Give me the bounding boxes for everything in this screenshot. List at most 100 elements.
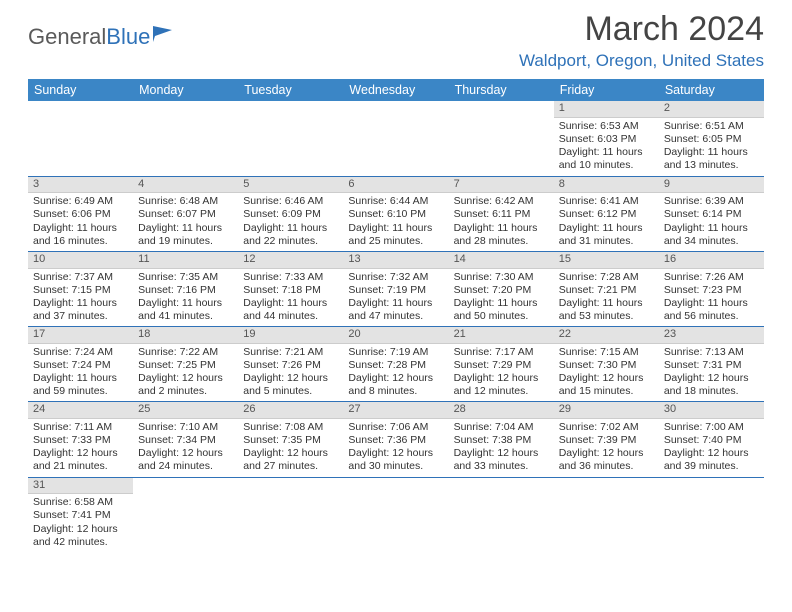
day-content: Sunrise: 6:42 AMSunset: 6:11 PMDaylight:… <box>449 193 554 251</box>
calendar-day-cell: 9Sunrise: 6:39 AMSunset: 6:14 PMDaylight… <box>659 176 764 251</box>
weekday-header: Thursday <box>449 79 554 101</box>
sunrise-line: Sunrise: 6:41 AM <box>559 195 654 208</box>
sunrise-line: Sunrise: 7:10 AM <box>138 421 233 434</box>
daylight-line: Daylight: 11 hours and 22 minutes. <box>243 222 338 248</box>
calendar-day-cell: 25Sunrise: 7:10 AMSunset: 7:34 PMDayligh… <box>133 402 238 477</box>
sunset-line: Sunset: 7:38 PM <box>454 434 549 447</box>
sunrise-line: Sunrise: 7:28 AM <box>559 271 654 284</box>
calendar-day-cell <box>343 101 448 176</box>
sunrise-line: Sunrise: 6:42 AM <box>454 195 549 208</box>
calendar-day-cell: 27Sunrise: 7:06 AMSunset: 7:36 PMDayligh… <box>343 402 448 477</box>
daylight-line: Daylight: 11 hours and 19 minutes. <box>138 222 233 248</box>
sunset-line: Sunset: 7:15 PM <box>33 284 128 297</box>
day-content: Sunrise: 7:06 AMSunset: 7:36 PMDaylight:… <box>343 419 448 477</box>
day-content: Sunrise: 7:17 AMSunset: 7:29 PMDaylight:… <box>449 344 554 402</box>
sunrise-line: Sunrise: 7:32 AM <box>348 271 443 284</box>
logo-text-general: General <box>28 24 106 50</box>
day-content: Sunrise: 7:35 AMSunset: 7:16 PMDaylight:… <box>133 269 238 327</box>
daylight-line: Daylight: 11 hours and 28 minutes. <box>454 222 549 248</box>
calendar-day-cell: 5Sunrise: 6:46 AMSunset: 6:09 PMDaylight… <box>238 176 343 251</box>
day-content: Sunrise: 6:53 AMSunset: 6:03 PMDaylight:… <box>554 118 659 176</box>
daylight-line: Daylight: 12 hours and 24 minutes. <box>138 447 233 473</box>
daylight-line: Daylight: 11 hours and 10 minutes. <box>559 146 654 172</box>
calendar-day-cell: 19Sunrise: 7:21 AMSunset: 7:26 PMDayligh… <box>238 327 343 402</box>
day-content: Sunrise: 6:39 AMSunset: 6:14 PMDaylight:… <box>659 193 764 251</box>
sunrise-line: Sunrise: 7:00 AM <box>664 421 759 434</box>
sunset-line: Sunset: 7:40 PM <box>664 434 759 447</box>
day-number: 15 <box>554 252 659 269</box>
daylight-line: Daylight: 12 hours and 33 minutes. <box>454 447 549 473</box>
sunset-line: Sunset: 7:24 PM <box>33 359 128 372</box>
sunset-line: Sunset: 6:10 PM <box>348 208 443 221</box>
daylight-line: Daylight: 12 hours and 21 minutes. <box>33 447 128 473</box>
calendar-week-row: 10Sunrise: 7:37 AMSunset: 7:15 PMDayligh… <box>28 251 764 326</box>
sunset-line: Sunset: 6:07 PM <box>138 208 233 221</box>
header: GeneralBlue March 2024 Waldport, Oregon,… <box>28 10 764 71</box>
calendar-table: Sunday Monday Tuesday Wednesday Thursday… <box>28 79 764 552</box>
calendar-week-row: 24Sunrise: 7:11 AMSunset: 7:33 PMDayligh… <box>28 402 764 477</box>
weekday-header-row: Sunday Monday Tuesday Wednesday Thursday… <box>28 79 764 101</box>
day-number: 3 <box>28 177 133 194</box>
daylight-line: Daylight: 11 hours and 13 minutes. <box>664 146 759 172</box>
day-content: Sunrise: 7:00 AMSunset: 7:40 PMDaylight:… <box>659 419 764 477</box>
daylight-line: Daylight: 11 hours and 56 minutes. <box>664 297 759 323</box>
day-content: Sunrise: 7:30 AMSunset: 7:20 PMDaylight:… <box>449 269 554 327</box>
calendar-day-cell <box>449 477 554 552</box>
sunrise-line: Sunrise: 7:17 AM <box>454 346 549 359</box>
calendar-day-cell: 15Sunrise: 7:28 AMSunset: 7:21 PMDayligh… <box>554 251 659 326</box>
calendar-day-cell <box>133 101 238 176</box>
day-content: Sunrise: 7:15 AMSunset: 7:30 PMDaylight:… <box>554 344 659 402</box>
daylight-line: Daylight: 12 hours and 39 minutes. <box>664 447 759 473</box>
sunrise-line: Sunrise: 7:13 AM <box>664 346 759 359</box>
day-number: 17 <box>28 327 133 344</box>
sunrise-line: Sunrise: 7:30 AM <box>454 271 549 284</box>
day-content: Sunrise: 7:11 AMSunset: 7:33 PMDaylight:… <box>28 419 133 477</box>
calendar-day-cell: 8Sunrise: 6:41 AMSunset: 6:12 PMDaylight… <box>554 176 659 251</box>
day-content: Sunrise: 7:24 AMSunset: 7:24 PMDaylight:… <box>28 344 133 402</box>
sunset-line: Sunset: 7:29 PM <box>454 359 549 372</box>
sunset-line: Sunset: 6:05 PM <box>664 133 759 146</box>
sunset-line: Sunset: 7:25 PM <box>138 359 233 372</box>
month-title: March 2024 <box>519 10 764 49</box>
calendar-day-cell: 4Sunrise: 6:48 AMSunset: 6:07 PMDaylight… <box>133 176 238 251</box>
day-number: 29 <box>554 402 659 419</box>
sunset-line: Sunset: 7:18 PM <box>243 284 338 297</box>
daylight-line: Daylight: 12 hours and 42 minutes. <box>33 523 128 549</box>
sunset-line: Sunset: 7:31 PM <box>664 359 759 372</box>
day-number: 19 <box>238 327 343 344</box>
daylight-line: Daylight: 11 hours and 59 minutes. <box>33 372 128 398</box>
sunset-line: Sunset: 7:26 PM <box>243 359 338 372</box>
calendar-week-row: 1Sunrise: 6:53 AMSunset: 6:03 PMDaylight… <box>28 101 764 176</box>
calendar-day-cell <box>554 477 659 552</box>
day-number: 11 <box>133 252 238 269</box>
day-number: 18 <box>133 327 238 344</box>
day-number: 26 <box>238 402 343 419</box>
daylight-line: Daylight: 12 hours and 2 minutes. <box>138 372 233 398</box>
logo-text-blue: Blue <box>106 24 150 50</box>
day-content: Sunrise: 6:58 AMSunset: 7:41 PMDaylight:… <box>28 494 133 552</box>
day-content: Sunrise: 6:49 AMSunset: 6:06 PMDaylight:… <box>28 193 133 251</box>
day-number: 16 <box>659 252 764 269</box>
day-number: 22 <box>554 327 659 344</box>
day-content: Sunrise: 7:19 AMSunset: 7:28 PMDaylight:… <box>343 344 448 402</box>
day-content: Sunrise: 7:08 AMSunset: 7:35 PMDaylight:… <box>238 419 343 477</box>
day-number: 28 <box>449 402 554 419</box>
daylight-line: Daylight: 11 hours and 37 minutes. <box>33 297 128 323</box>
calendar-day-cell: 23Sunrise: 7:13 AMSunset: 7:31 PMDayligh… <box>659 327 764 402</box>
weekday-header: Monday <box>133 79 238 101</box>
sunrise-line: Sunrise: 6:49 AM <box>33 195 128 208</box>
calendar-day-cell <box>238 477 343 552</box>
sunrise-line: Sunrise: 6:51 AM <box>664 120 759 133</box>
day-content: Sunrise: 6:41 AMSunset: 6:12 PMDaylight:… <box>554 193 659 251</box>
sunset-line: Sunset: 7:34 PM <box>138 434 233 447</box>
day-number: 2 <box>659 101 764 118</box>
weekday-header: Sunday <box>28 79 133 101</box>
calendar-day-cell: 6Sunrise: 6:44 AMSunset: 6:10 PMDaylight… <box>343 176 448 251</box>
day-number: 10 <box>28 252 133 269</box>
day-number: 5 <box>238 177 343 194</box>
sunset-line: Sunset: 7:19 PM <box>348 284 443 297</box>
location: Waldport, Oregon, United States <box>519 51 764 71</box>
daylight-line: Daylight: 12 hours and 27 minutes. <box>243 447 338 473</box>
daylight-line: Daylight: 11 hours and 47 minutes. <box>348 297 443 323</box>
daylight-line: Daylight: 11 hours and 16 minutes. <box>33 222 128 248</box>
